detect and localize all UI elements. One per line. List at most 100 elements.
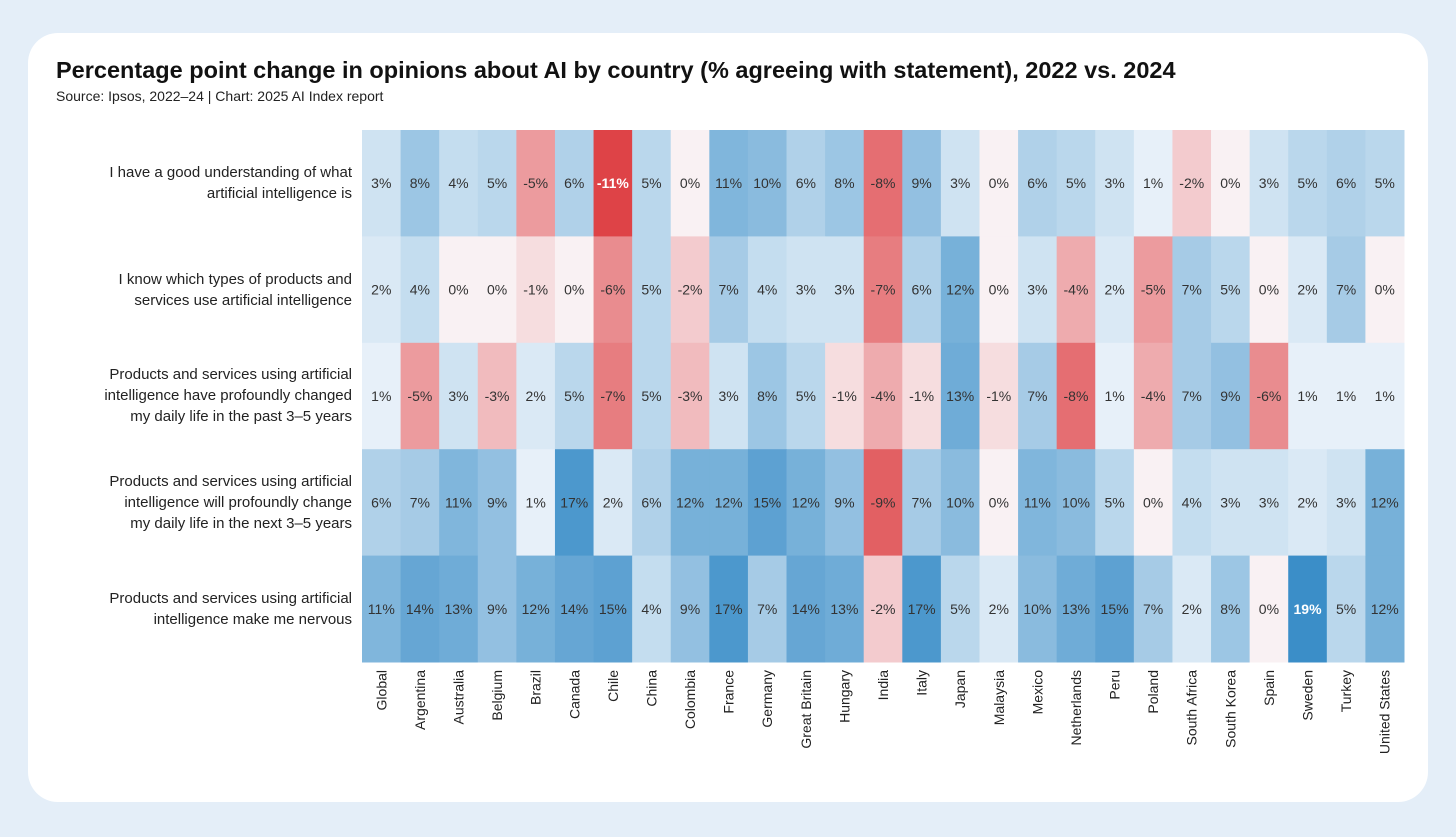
heatmap-cell	[1095, 555, 1135, 663]
x-tick-label: Hungary	[836, 670, 852, 723]
cell-value-label: 7%	[911, 494, 931, 510]
heatmap-cell	[1326, 130, 1366, 237]
cell-value-label: 1%	[1297, 388, 1317, 404]
cell-value-label: 3%	[1259, 175, 1279, 191]
cell-value-label: 6%	[371, 494, 391, 510]
heatmap-cell	[439, 130, 479, 237]
heatmap-cell	[362, 130, 402, 237]
x-tick-label: Poland	[1145, 670, 1161, 714]
cell-value-label: 14%	[406, 601, 434, 617]
heatmap-cell	[1172, 555, 1212, 663]
cell-value-label: 0%	[487, 282, 507, 298]
cell-value-label: 3%	[1336, 494, 1356, 510]
heatmap-cell	[1288, 236, 1328, 344]
heatmap-cell	[670, 449, 710, 557]
cell-value-label: 0%	[1220, 175, 1240, 191]
cell-value-label: 2%	[1297, 282, 1317, 298]
cell-value-label: 5%	[641, 175, 661, 191]
heatmap-cell	[747, 555, 788, 663]
heatmap-cell	[863, 236, 903, 344]
cell-value-label: 17%	[908, 601, 936, 617]
cell-value-label: 1%	[371, 388, 391, 404]
heatmap-cell	[554, 342, 595, 450]
cell-value-label: -5%	[523, 175, 548, 191]
x-tick-label: South Africa	[1184, 670, 1200, 746]
cell-value-label: -6%	[600, 282, 625, 298]
cell-value-label: 17%	[715, 601, 743, 617]
cell-value-label: 2%	[371, 282, 391, 298]
heatmap-cell	[979, 236, 1019, 344]
cell-value-label: 13%	[946, 388, 974, 404]
cell-value-label: 6%	[1027, 175, 1047, 191]
cell-value-label: 1%	[1375, 388, 1395, 404]
heatmap-cell	[863, 449, 903, 557]
cell-value-label: 7%	[1027, 388, 1047, 404]
cell-value-label: 9%	[680, 601, 700, 617]
x-tick-label: Sweden	[1300, 670, 1316, 721]
cell-value-label: 5%	[1220, 282, 1240, 298]
cell-value-label: 0%	[989, 282, 1009, 298]
cell-value-label: 2%	[1104, 282, 1124, 298]
heatmap-cell	[632, 130, 672, 237]
heatmap-cell	[477, 449, 517, 557]
cell-value-label: -2%	[871, 601, 896, 617]
heatmap-cell	[1172, 342, 1212, 450]
heatmap-cell	[709, 130, 749, 237]
heatmap-cell	[1133, 449, 1173, 557]
cell-value-label: 7%	[757, 601, 777, 617]
cell-value-label: 5%	[641, 388, 661, 404]
heatmap-cell	[670, 342, 710, 450]
heatmap-cell	[439, 449, 479, 557]
heatmap-cell	[1018, 236, 1058, 344]
heatmap-cell	[1095, 342, 1135, 450]
heatmap-cell	[786, 555, 826, 663]
cell-value-label: -8%	[871, 175, 896, 191]
cell-value-label: -7%	[600, 388, 625, 404]
cell-value-label: 7%	[1182, 388, 1202, 404]
heatmap-cell	[902, 130, 942, 237]
heatmap-cell	[1018, 130, 1058, 237]
heatmap-cell	[1095, 449, 1135, 557]
cell-value-label: 17%	[560, 494, 588, 510]
heatmap-cell	[362, 555, 402, 663]
heatmap-cell	[670, 555, 710, 663]
heatmap-cell	[400, 449, 440, 557]
heatmap-cell	[593, 449, 633, 557]
x-tick-label: Netherlands	[1068, 670, 1084, 746]
cell-value-label: 0%	[1375, 282, 1395, 298]
heatmap-cell	[1249, 236, 1289, 344]
cell-value-label: 10%	[1062, 494, 1090, 510]
row-label: I know which types of products and servic…	[118, 270, 352, 309]
heatmap-cell	[1133, 130, 1173, 237]
cell-value-label: 7%	[719, 282, 739, 298]
x-tick-label: United States	[1377, 670, 1393, 754]
cell-value-label: -2%	[1179, 175, 1204, 191]
heatmap-cell	[1326, 236, 1366, 344]
x-tick-label: France	[721, 670, 737, 714]
heatmap-cell	[1211, 555, 1251, 663]
heatmap-cell	[1056, 449, 1096, 557]
x-tick-label: Argentina	[412, 670, 428, 730]
cell-value-label: 5%	[796, 388, 816, 404]
heatmap-cell	[979, 342, 1019, 450]
heatmap-cell	[439, 236, 479, 344]
heatmap-cell	[477, 130, 517, 237]
heatmap-cell	[709, 449, 749, 557]
heatmap-cell	[362, 342, 402, 450]
heatmap-cell	[400, 342, 440, 450]
cell-value-label: 3%	[448, 388, 468, 404]
cell-value-label: 12%	[1371, 601, 1399, 617]
heatmap-cell	[747, 342, 788, 450]
heatmap-cell	[1056, 236, 1096, 344]
cell-value-label: 6%	[1336, 175, 1356, 191]
cell-value-label: 7%	[1143, 601, 1163, 617]
heatmap-cell	[1211, 342, 1251, 450]
cell-value-label: 3%	[796, 282, 816, 298]
heatmap-cell	[902, 555, 942, 663]
cell-value-label: -1%	[523, 282, 548, 298]
cell-value-label: 5%	[1104, 494, 1124, 510]
cell-value-label: 8%	[410, 175, 430, 191]
heatmap-cell	[902, 342, 942, 450]
heatmap-cell	[477, 236, 517, 344]
